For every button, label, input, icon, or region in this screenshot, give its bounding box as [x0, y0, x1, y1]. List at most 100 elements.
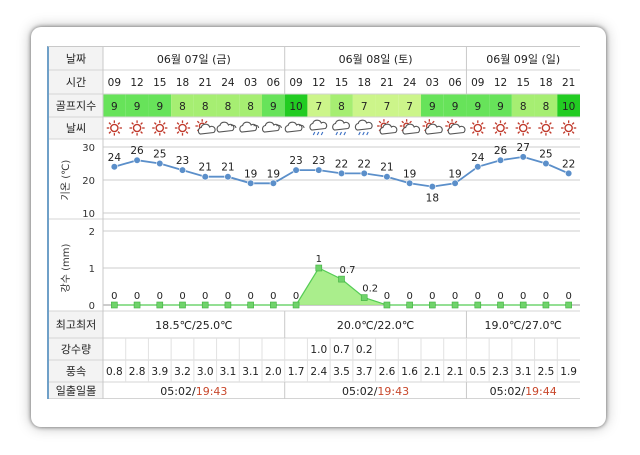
golf-index-cell [421, 94, 444, 117]
rain-drop [343, 131, 346, 136]
rain-data-label: 0 [202, 291, 208, 302]
sun-ray [503, 131, 507, 134]
temp-data-label: 18 [426, 193, 439, 205]
sun-ray [196, 120, 200, 124]
wind-value: 3.7 [356, 366, 373, 378]
partly-cloudy-icon [422, 119, 443, 135]
temp-data-label: 19 [448, 168, 461, 180]
wind-value: 3.1 [220, 366, 237, 378]
partly-cloudy-icon [399, 119, 421, 135]
sun-ray [204, 120, 208, 124]
cloud-icon [284, 121, 305, 133]
rain-data-label: 0 [565, 291, 571, 302]
rain-icon [332, 119, 350, 136]
wind-value: 3.0 [197, 366, 214, 378]
rain-point [360, 294, 368, 301]
sun-icon [129, 120, 145, 136]
rain-data-label: 0 [406, 291, 412, 302]
golf-index-cell [398, 94, 421, 117]
golf-index-value: 9 [497, 101, 504, 113]
rain-data-label: 0 [520, 291, 526, 302]
sun-ray [526, 131, 530, 134]
temp-data-label: 21 [221, 162, 234, 174]
rain-point [519, 301, 527, 309]
temp-point [474, 163, 482, 171]
rain-point [451, 301, 459, 309]
temp-data-label: 22 [562, 158, 575, 170]
rain-point [474, 301, 482, 309]
precip-value: 0.2 [356, 344, 373, 356]
rain-tick-label: 2 [89, 227, 95, 238]
wind-value: 1.7 [288, 366, 305, 378]
golf-index-value: 8 [202, 101, 209, 113]
time-label: 15 [517, 77, 530, 89]
sun-icon [470, 120, 486, 136]
sun-ray [571, 131, 575, 134]
time-label: 06 [448, 77, 462, 89]
temp-data-label: 26 [494, 145, 508, 157]
cloud-shape [262, 121, 280, 133]
time-label: 21 [380, 77, 393, 89]
temp-axis-label: 기온 (℃) [60, 160, 72, 201]
golf-index-value: 9 [452, 101, 459, 113]
temp-point [383, 173, 391, 181]
rain-drop [312, 131, 316, 136]
temp-point [156, 159, 164, 168]
temp-point [542, 159, 550, 168]
time-label: 09 [108, 77, 121, 89]
time-label: 24 [221, 77, 235, 89]
temp-point [496, 156, 505, 164]
wind-value: 1.6 [401, 366, 418, 378]
sun-ray [108, 122, 112, 125]
golf-index-cell [330, 94, 353, 117]
temp-tick-label: 10 [82, 209, 95, 220]
rain-drop [362, 131, 365, 136]
rain-data-label: 0 [543, 291, 549, 302]
partly-cloudy-icon [377, 119, 398, 135]
time-label: 12 [312, 77, 325, 89]
sun-ray [378, 120, 382, 124]
rain-data-label: 0 [111, 291, 117, 302]
wind-value: 3.9 [151, 366, 168, 378]
cloud-back [276, 124, 282, 129]
sun-ray [471, 131, 475, 134]
temp-data-label: 25 [539, 149, 552, 161]
temp-data-label: 21 [199, 162, 212, 174]
golf-index-value: 7 [315, 101, 322, 113]
golf-index-cell [216, 94, 240, 117]
cloud-shape [216, 121, 235, 133]
golf-index-value: 8 [338, 101, 345, 113]
sunrise-time: 05:02/ [490, 385, 526, 398]
golf-index-cell [103, 94, 126, 117]
golf-index-value: 9 [270, 101, 277, 113]
time-label: 09 [471, 77, 484, 89]
temp-tick-label: 20 [82, 176, 95, 187]
sun-ray [494, 131, 498, 134]
sun-ray [571, 122, 575, 125]
rain-icon [309, 119, 328, 136]
rain-data-label: 0.2 [362, 284, 378, 295]
day-sun: 05:02/19:44 [490, 385, 557, 398]
temp-data-label: 21 [380, 162, 393, 174]
golf-index-value: 8 [520, 101, 527, 113]
golf-index-cell [557, 94, 580, 117]
time-label: 06 [267, 77, 281, 89]
time-label: 03 [426, 77, 439, 89]
sun-ray [140, 122, 143, 125]
rain-point [292, 301, 300, 309]
rain-tick-label: 0 [89, 301, 95, 312]
rain-data-label: 0 [293, 291, 299, 302]
sun-ray [153, 131, 157, 134]
temp-point [315, 166, 323, 174]
golf-index-value: 10 [289, 101, 302, 113]
wind-value: 2.8 [129, 366, 146, 378]
temp-data-label: 23 [289, 155, 302, 167]
temp-data-label: 23 [176, 155, 189, 167]
sun-ray [176, 122, 180, 125]
golf-index-value: 8 [543, 101, 550, 113]
time-label: 09 [289, 77, 302, 89]
sun-ray [454, 120, 458, 124]
temp-point [565, 169, 573, 177]
partly-cloudy-icon [445, 119, 466, 135]
rain-area [114, 268, 569, 305]
